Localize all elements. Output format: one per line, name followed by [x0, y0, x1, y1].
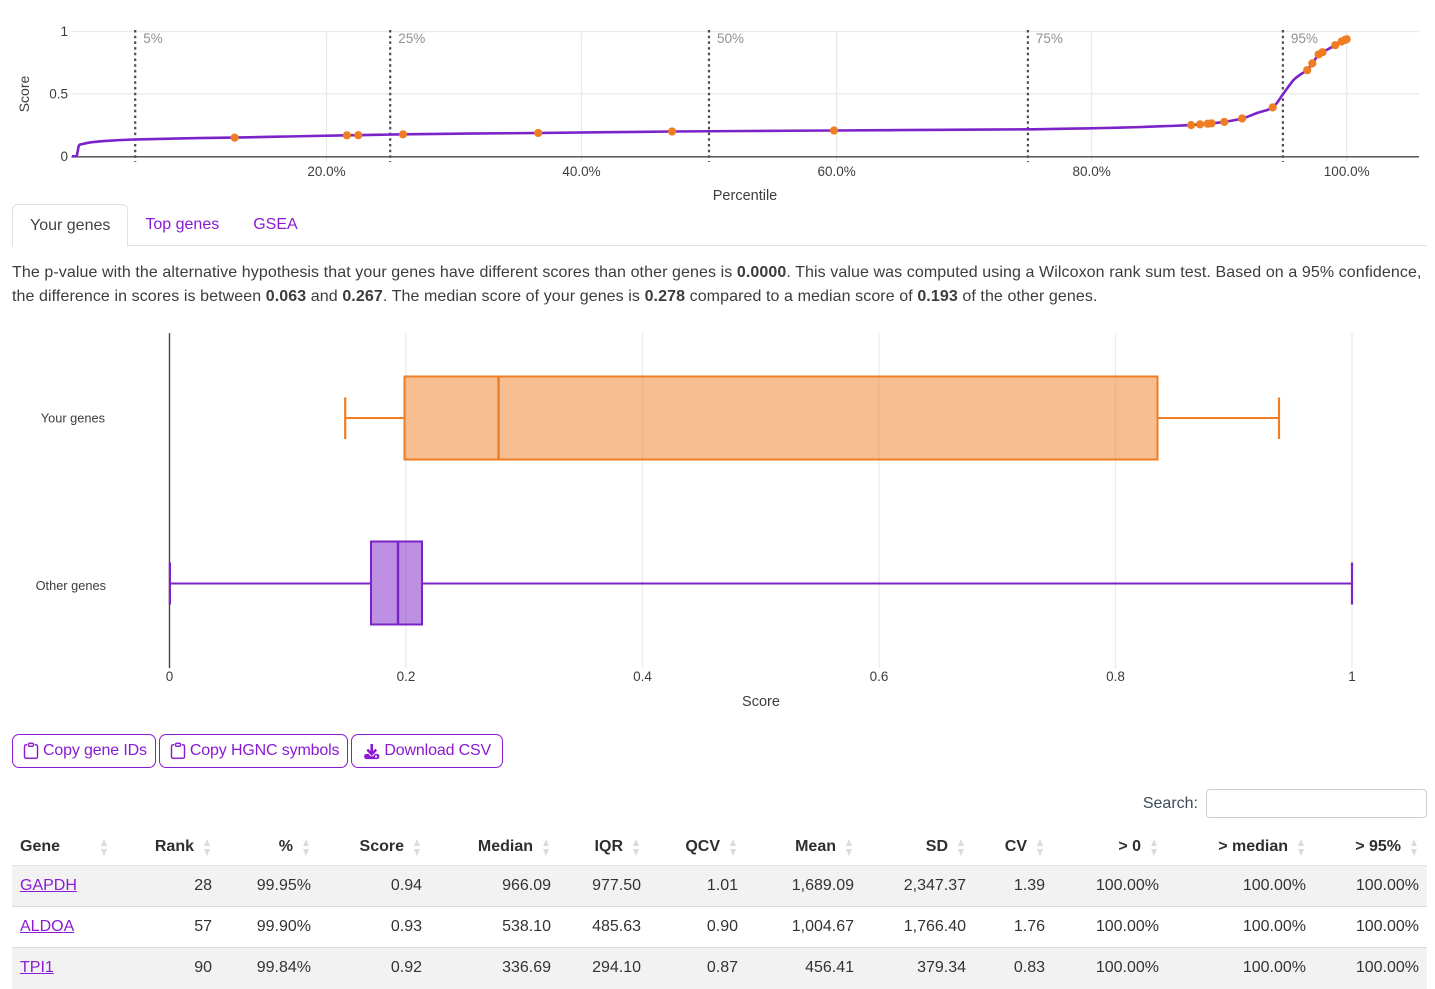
svg-text:75%: 75%: [1036, 31, 1063, 46]
svg-text:Percentile: Percentile: [713, 188, 777, 204]
svg-text:Score: Score: [16, 76, 32, 113]
svg-text:50%: 50%: [717, 31, 744, 46]
svg-text:80.0%: 80.0%: [1072, 164, 1110, 179]
svg-text:Score: Score: [742, 694, 780, 710]
svg-text:0: 0: [60, 149, 68, 164]
svg-text:0.5: 0.5: [49, 87, 68, 102]
svg-text:1: 1: [60, 24, 68, 39]
svg-text:0: 0: [166, 669, 174, 684]
svg-text:5%: 5%: [143, 31, 163, 46]
svg-text:Other genes: Other genes: [36, 578, 106, 593]
svg-text:60.0%: 60.0%: [817, 164, 855, 179]
svg-text:95%: 95%: [1291, 31, 1318, 46]
svg-text:25%: 25%: [398, 31, 425, 46]
svg-text:Your genes: Your genes: [41, 411, 105, 426]
svg-text:1: 1: [1348, 669, 1356, 684]
svg-text:0.8: 0.8: [1106, 669, 1125, 684]
svg-text:40.0%: 40.0%: [562, 164, 600, 179]
svg-text:0.2: 0.2: [397, 669, 416, 684]
svg-text:20.0%: 20.0%: [307, 164, 345, 179]
svg-text:0.4: 0.4: [633, 669, 652, 684]
svg-text:100.0%: 100.0%: [1324, 164, 1370, 179]
svg-text:0.6: 0.6: [870, 669, 889, 684]
